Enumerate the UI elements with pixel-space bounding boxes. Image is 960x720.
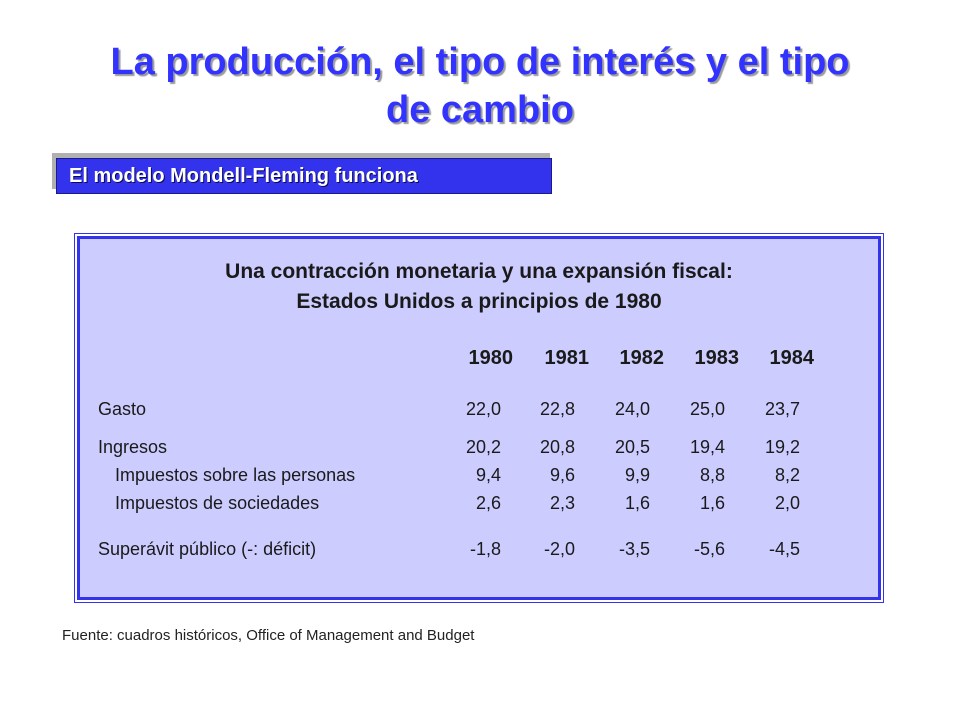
table-cell: 20,8 — [539, 437, 575, 457]
year-header: 1980 — [468, 347, 514, 369]
table-cell: -4,5 — [768, 539, 800, 559]
table-cell: 25,0 — [689, 399, 725, 419]
panel-heading-line1: Una contracción monetaria y una expansió… — [225, 260, 733, 283]
table-cell: 20,2 — [465, 437, 501, 457]
table-cell: -1,8 — [469, 539, 501, 559]
table-cell: 9,4 — [475, 465, 501, 485]
panel-heading: Una contracción monetaria y una expansió… — [80, 257, 878, 317]
data-panel: Una contracción monetaria y una expansió… — [74, 233, 884, 603]
table-cell: 1,6 — [624, 493, 650, 513]
table-cell: 20,5 — [614, 437, 650, 457]
table-cell: 1,6 — [699, 493, 725, 513]
page-title-line2: de cambio — [386, 89, 574, 131]
table-cell: 24,0 — [614, 399, 650, 419]
table-cell: 8,2 — [774, 465, 800, 485]
page-title: La producción, el tipo de interés y el t… — [40, 38, 920, 134]
page-title-line1: La producción, el tipo de interés y el t… — [110, 41, 850, 83]
source-note: Fuente: cuadros históricos, Office of Ma… — [62, 627, 475, 644]
table-cell: 2,3 — [549, 493, 575, 513]
table-cell: 8,8 — [699, 465, 725, 485]
year-header: 1982 — [619, 347, 665, 369]
row-label: Impuestos sobre las personas — [115, 465, 356, 485]
table-cell: -5,6 — [693, 539, 725, 559]
row-label: Impuestos de sociedades — [115, 493, 320, 513]
year-header: 1984 — [769, 347, 815, 369]
panel-heading-line2: Estados Unidos a principios de 1980 — [296, 290, 662, 313]
subtitle-label: El modelo Mondell-Fleming funciona — [56, 158, 552, 194]
table-cell: 23,7 — [764, 399, 800, 419]
table-cell: 9,9 — [624, 465, 650, 485]
table-cell: -3,5 — [618, 539, 650, 559]
table-cell: 19,4 — [689, 437, 725, 457]
table-cell: 19,2 — [764, 437, 800, 457]
table-cell: 2,0 — [774, 493, 800, 513]
year-header: 1983 — [694, 347, 740, 369]
row-label: Ingresos — [98, 437, 168, 457]
year-header: 1981 — [544, 347, 590, 369]
table-cell: 2,6 — [475, 493, 501, 513]
table-cell: 22,0 — [465, 399, 501, 419]
table-cell: 9,6 — [549, 465, 575, 485]
row-label: Superávit público (-: déficit) — [98, 539, 317, 559]
row-label: Gasto — [98, 399, 147, 419]
table-cell: 22,8 — [539, 399, 575, 419]
table-cell: -2,0 — [543, 539, 575, 559]
